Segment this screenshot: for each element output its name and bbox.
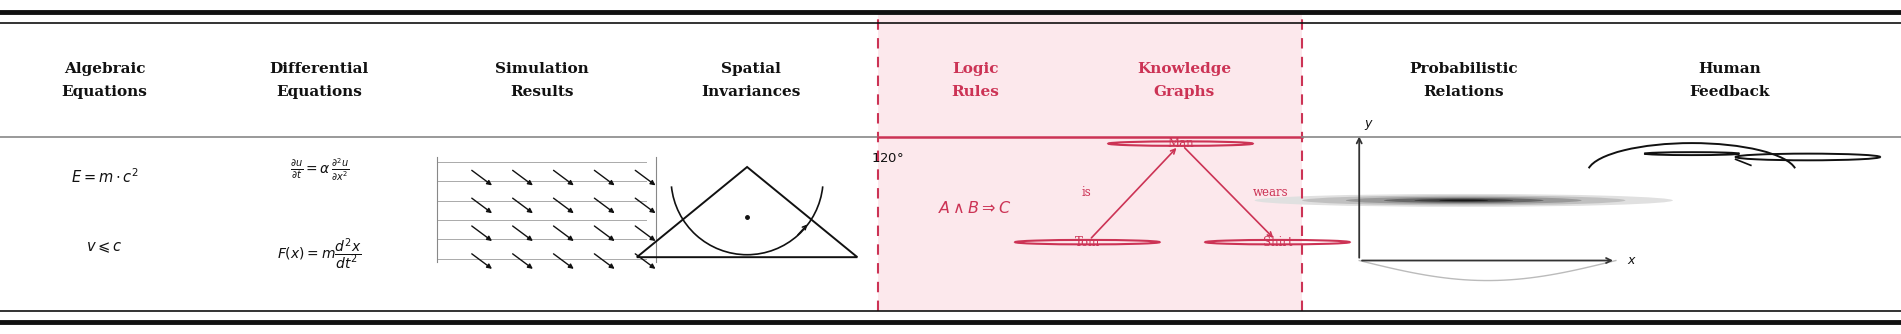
- Text: wears: wears: [1253, 186, 1289, 199]
- Ellipse shape: [1255, 194, 1673, 207]
- Text: Differential
Equations: Differential Equations: [270, 62, 369, 99]
- Text: $E = m \cdot c^2$: $E = m \cdot c^2$: [70, 168, 139, 186]
- Text: Algebraic
Equations: Algebraic Equations: [61, 62, 148, 99]
- Text: Human
Feedback: Human Feedback: [1690, 62, 1770, 99]
- Text: $120°$: $120°$: [871, 152, 903, 165]
- Text: Simulation
Results: Simulation Results: [494, 62, 589, 99]
- Text: Probabilistic
Relations: Probabilistic Relations: [1409, 62, 1519, 99]
- Text: Spatial
Invariances: Spatial Invariances: [701, 62, 800, 99]
- Ellipse shape: [1302, 195, 1625, 205]
- Text: $x$: $x$: [1627, 254, 1637, 267]
- Ellipse shape: [1384, 198, 1544, 203]
- Text: $A \wedge B \Rightarrow C$: $A \wedge B \Rightarrow C$: [939, 200, 1011, 217]
- Text: $v \leqslant c$: $v \leqslant c$: [86, 240, 124, 255]
- Ellipse shape: [1414, 199, 1513, 202]
- Text: Logic
Rules: Logic Rules: [950, 62, 1000, 99]
- Text: $y$: $y$: [1363, 118, 1374, 132]
- Text: $\frac{\partial u}{\partial t} = \alpha\,\frac{\partial^2 u}{\partial x^2}$: $\frac{\partial u}{\partial t} = \alpha\…: [289, 157, 350, 183]
- Bar: [878, 12, 1302, 311]
- Text: $F(x) = m\dfrac{d^2 x}{dt^2}$: $F(x) = m\dfrac{d^2 x}{dt^2}$: [278, 236, 361, 272]
- Text: is: is: [1082, 186, 1091, 199]
- Text: Shirt: Shirt: [1262, 236, 1293, 248]
- Text: Tom: Tom: [1074, 236, 1101, 248]
- Text: Knowledge
Graphs: Knowledge Graphs: [1137, 62, 1232, 99]
- Ellipse shape: [1439, 200, 1488, 201]
- Text: Man: Man: [1167, 137, 1194, 150]
- Ellipse shape: [1346, 197, 1582, 204]
